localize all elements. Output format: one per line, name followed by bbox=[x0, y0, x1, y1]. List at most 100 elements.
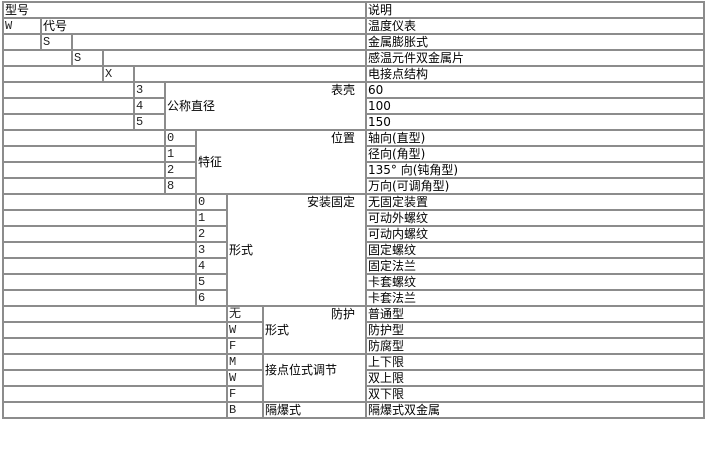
table-row: F 双下限 bbox=[2, 385, 705, 403]
empty-cell bbox=[133, 65, 367, 83]
table-row: 3 固定螺纹 bbox=[2, 241, 705, 259]
empty-cell bbox=[2, 161, 166, 179]
empty-cell bbox=[2, 385, 228, 403]
option-description: 固定法兰 bbox=[365, 257, 705, 275]
empty-cell bbox=[2, 305, 228, 323]
empty-cell bbox=[2, 193, 197, 211]
empty-cell bbox=[71, 33, 367, 51]
group-subtitle: 特征 bbox=[198, 155, 223, 169]
option-code: 5 bbox=[195, 273, 228, 291]
option-description: 150 bbox=[365, 113, 705, 131]
table-row: X 电接点结构 bbox=[2, 65, 705, 83]
table-row: W 防护型 bbox=[2, 321, 705, 339]
option-code: W bbox=[226, 369, 264, 387]
option-description: 卡套法兰 bbox=[365, 289, 705, 307]
description-cell: 金属膨胀式 bbox=[365, 33, 705, 51]
option-description: 135° 向(钝角型) bbox=[365, 161, 705, 179]
table-row: F 防腐型 bbox=[2, 337, 705, 355]
empty-cell bbox=[2, 337, 228, 355]
code-cell: X bbox=[102, 65, 135, 83]
option-code: M bbox=[226, 353, 264, 371]
code-label: 代号 bbox=[40, 17, 367, 35]
option-description: 卡套螺纹 bbox=[365, 273, 705, 291]
empty-cell bbox=[2, 225, 197, 243]
table-row: 3 表壳 公称直径 60 bbox=[2, 81, 705, 131]
group-subtitle: 接点位式调节 bbox=[265, 363, 338, 377]
table-row: W 双上限 bbox=[2, 369, 705, 387]
group-label: 隔爆式 bbox=[262, 401, 367, 419]
option-code: 4 bbox=[195, 257, 228, 275]
model-code-table: 型号 说明 W 代号 温度仪表 S 金属膨胀式 S 感温元件双金属片 X 电接点结构 3 表壳 公称直径 6… bbox=[2, 1, 705, 419]
option-code: 1 bbox=[195, 209, 228, 227]
table-row: 4 固定法兰 bbox=[2, 257, 705, 275]
option-description: 隔爆式双金属 bbox=[365, 401, 705, 419]
group-subtitle: 形式 bbox=[265, 323, 290, 337]
empty-cell bbox=[2, 177, 166, 195]
option-code: 3 bbox=[133, 81, 166, 99]
empty-cell bbox=[2, 273, 197, 291]
group-label: 安装固定 形式 bbox=[226, 193, 367, 307]
empty-cell bbox=[2, 113, 135, 131]
table-row: 型号 说明 bbox=[2, 1, 705, 19]
group-title: 防护 bbox=[330, 307, 355, 321]
option-description: 可动内螺纹 bbox=[365, 225, 705, 243]
option-description: 轴向(直型) bbox=[365, 129, 705, 147]
description-cell: 电接点结构 bbox=[365, 65, 705, 83]
description-cell: 感温元件双金属片 bbox=[365, 49, 705, 67]
table-row: 4 100 bbox=[2, 97, 705, 115]
group-label: 防护形式 bbox=[262, 305, 367, 355]
table-row: 无防护 形式 普通型 bbox=[2, 305, 705, 355]
option-code: 2 bbox=[164, 161, 197, 179]
group-subtitle: 形式 bbox=[229, 243, 254, 257]
empty-cell bbox=[2, 33, 42, 51]
empty-cell bbox=[2, 401, 228, 419]
option-code: 4 bbox=[133, 97, 166, 115]
option-description: 100 bbox=[365, 97, 705, 115]
group-label: 接点位式调节 bbox=[262, 353, 367, 403]
option-code: 2 bbox=[195, 225, 228, 243]
option-code: 1 bbox=[164, 145, 197, 163]
option-code: 5 bbox=[133, 113, 166, 131]
table-row: 5 150 bbox=[2, 113, 705, 131]
table-row: 8 万向(可调角型) bbox=[2, 177, 705, 195]
option-description: 可动外螺纹 bbox=[365, 209, 705, 227]
table-row: 6 卡套法兰 bbox=[2, 289, 705, 307]
option-description: 上下限 bbox=[365, 353, 705, 371]
table-row: 5 卡套螺纹 bbox=[2, 273, 705, 291]
option-description: 固定螺纹 bbox=[365, 241, 705, 259]
description-header: 说明 bbox=[365, 1, 705, 19]
option-code: 无 bbox=[226, 305, 264, 323]
code-cell: S bbox=[71, 49, 104, 67]
table-row: 2 可动内螺纹 bbox=[2, 225, 705, 243]
option-description: 无固定装置 bbox=[365, 193, 705, 211]
empty-cell bbox=[2, 97, 135, 115]
table-row: 0 位置 特征 轴向(直型) bbox=[2, 129, 705, 195]
empty-cell bbox=[2, 369, 228, 387]
empty-cell bbox=[2, 289, 197, 307]
option-code: 0 bbox=[195, 193, 228, 211]
option-description: 防护型 bbox=[365, 321, 705, 339]
option-code: 8 bbox=[164, 177, 197, 195]
empty-cell bbox=[2, 49, 73, 67]
empty-cell bbox=[2, 65, 104, 83]
table-row: 0 安装固定 形式 无固定装置 bbox=[2, 193, 705, 307]
empty-cell bbox=[2, 209, 197, 227]
group-label: 位置特征 bbox=[195, 129, 367, 195]
table-row: B 隔爆式 隔爆式双金属 bbox=[2, 401, 705, 419]
option-description: 60 bbox=[365, 81, 705, 99]
option-code: B bbox=[226, 401, 264, 419]
table-row: M 接点位式调节 上下限 bbox=[2, 353, 705, 403]
table-row: S 感温元件双金属片 bbox=[2, 49, 705, 67]
option-description: 双下限 bbox=[365, 385, 705, 403]
option-description: 防腐型 bbox=[365, 337, 705, 355]
group-title: 位置 bbox=[330, 131, 355, 145]
option-code: 6 bbox=[195, 289, 228, 307]
option-code: F bbox=[226, 337, 264, 355]
code-cell: W bbox=[2, 17, 42, 35]
group-subtitle: 公称直径 bbox=[167, 99, 216, 113]
option-description: 普通型 bbox=[365, 305, 705, 323]
table-row: S 金属膨胀式 bbox=[2, 33, 705, 51]
empty-cell bbox=[102, 49, 367, 67]
empty-cell bbox=[2, 241, 197, 259]
table-row: 1 可动外螺纹 bbox=[2, 209, 705, 227]
